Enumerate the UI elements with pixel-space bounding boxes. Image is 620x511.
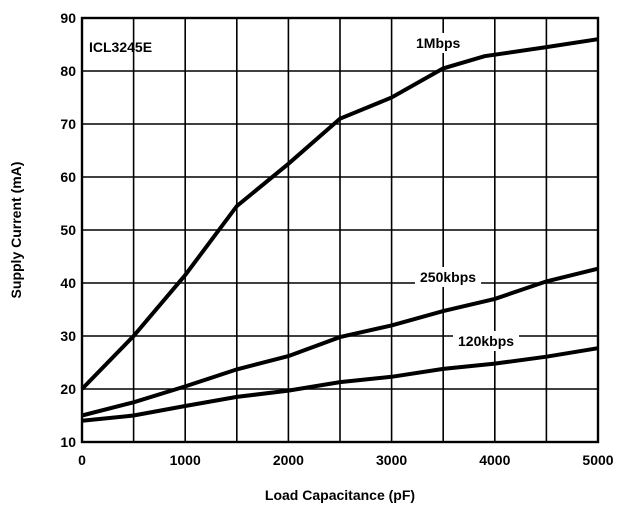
y-tick-label: 50 — [60, 222, 76, 238]
y-tick-label: 40 — [60, 275, 76, 291]
y-tick-label: 70 — [60, 116, 76, 132]
series-line-1mbps — [80, 37, 599, 391]
series-line-120kbps — [81, 346, 599, 423]
x-tick-label: 4000 — [479, 452, 510, 468]
x-tick-label: 0 — [78, 452, 86, 468]
series-layer — [80, 37, 599, 423]
x-tick-label: 1000 — [170, 452, 201, 468]
series-label-background — [411, 33, 466, 53]
y-tick-label: 20 — [60, 381, 76, 397]
y-tick-label: 90 — [60, 10, 76, 26]
grid-layer — [81, 17, 599, 443]
x-tick-label: 2000 — [273, 452, 304, 468]
series-line-250kbps — [81, 266, 599, 418]
series-label-background — [415, 267, 482, 287]
y-tick-label: 80 — [60, 63, 76, 79]
y-tick-label: 60 — [60, 169, 76, 185]
series-label-background — [453, 331, 520, 351]
series-label-1mbps: 1Mbps — [416, 35, 461, 51]
y-axis-label: Supply Current (mA) — [8, 162, 24, 299]
plot-frame — [80, 16, 600, 444]
series-label-250kbps: 250kbps — [420, 269, 476, 285]
x-tick-label: 3000 — [376, 452, 407, 468]
y-tick-label: 10 — [60, 434, 76, 450]
chart-annotation: ICL3245E — [89, 39, 152, 55]
tick-labels: 0 1000 2000 3000 4000 5000 10 20 30 40 50 60 70 80 90 — [60, 10, 613, 468]
series-label-backgrounds — [411, 33, 520, 351]
y-tick-label: 30 — [60, 328, 76, 344]
series-label-120kbps: 120kbps — [458, 333, 514, 349]
x-tick-label: 5000 — [582, 452, 613, 468]
x-axis-label: Load Capacitance (pF) — [265, 487, 415, 503]
